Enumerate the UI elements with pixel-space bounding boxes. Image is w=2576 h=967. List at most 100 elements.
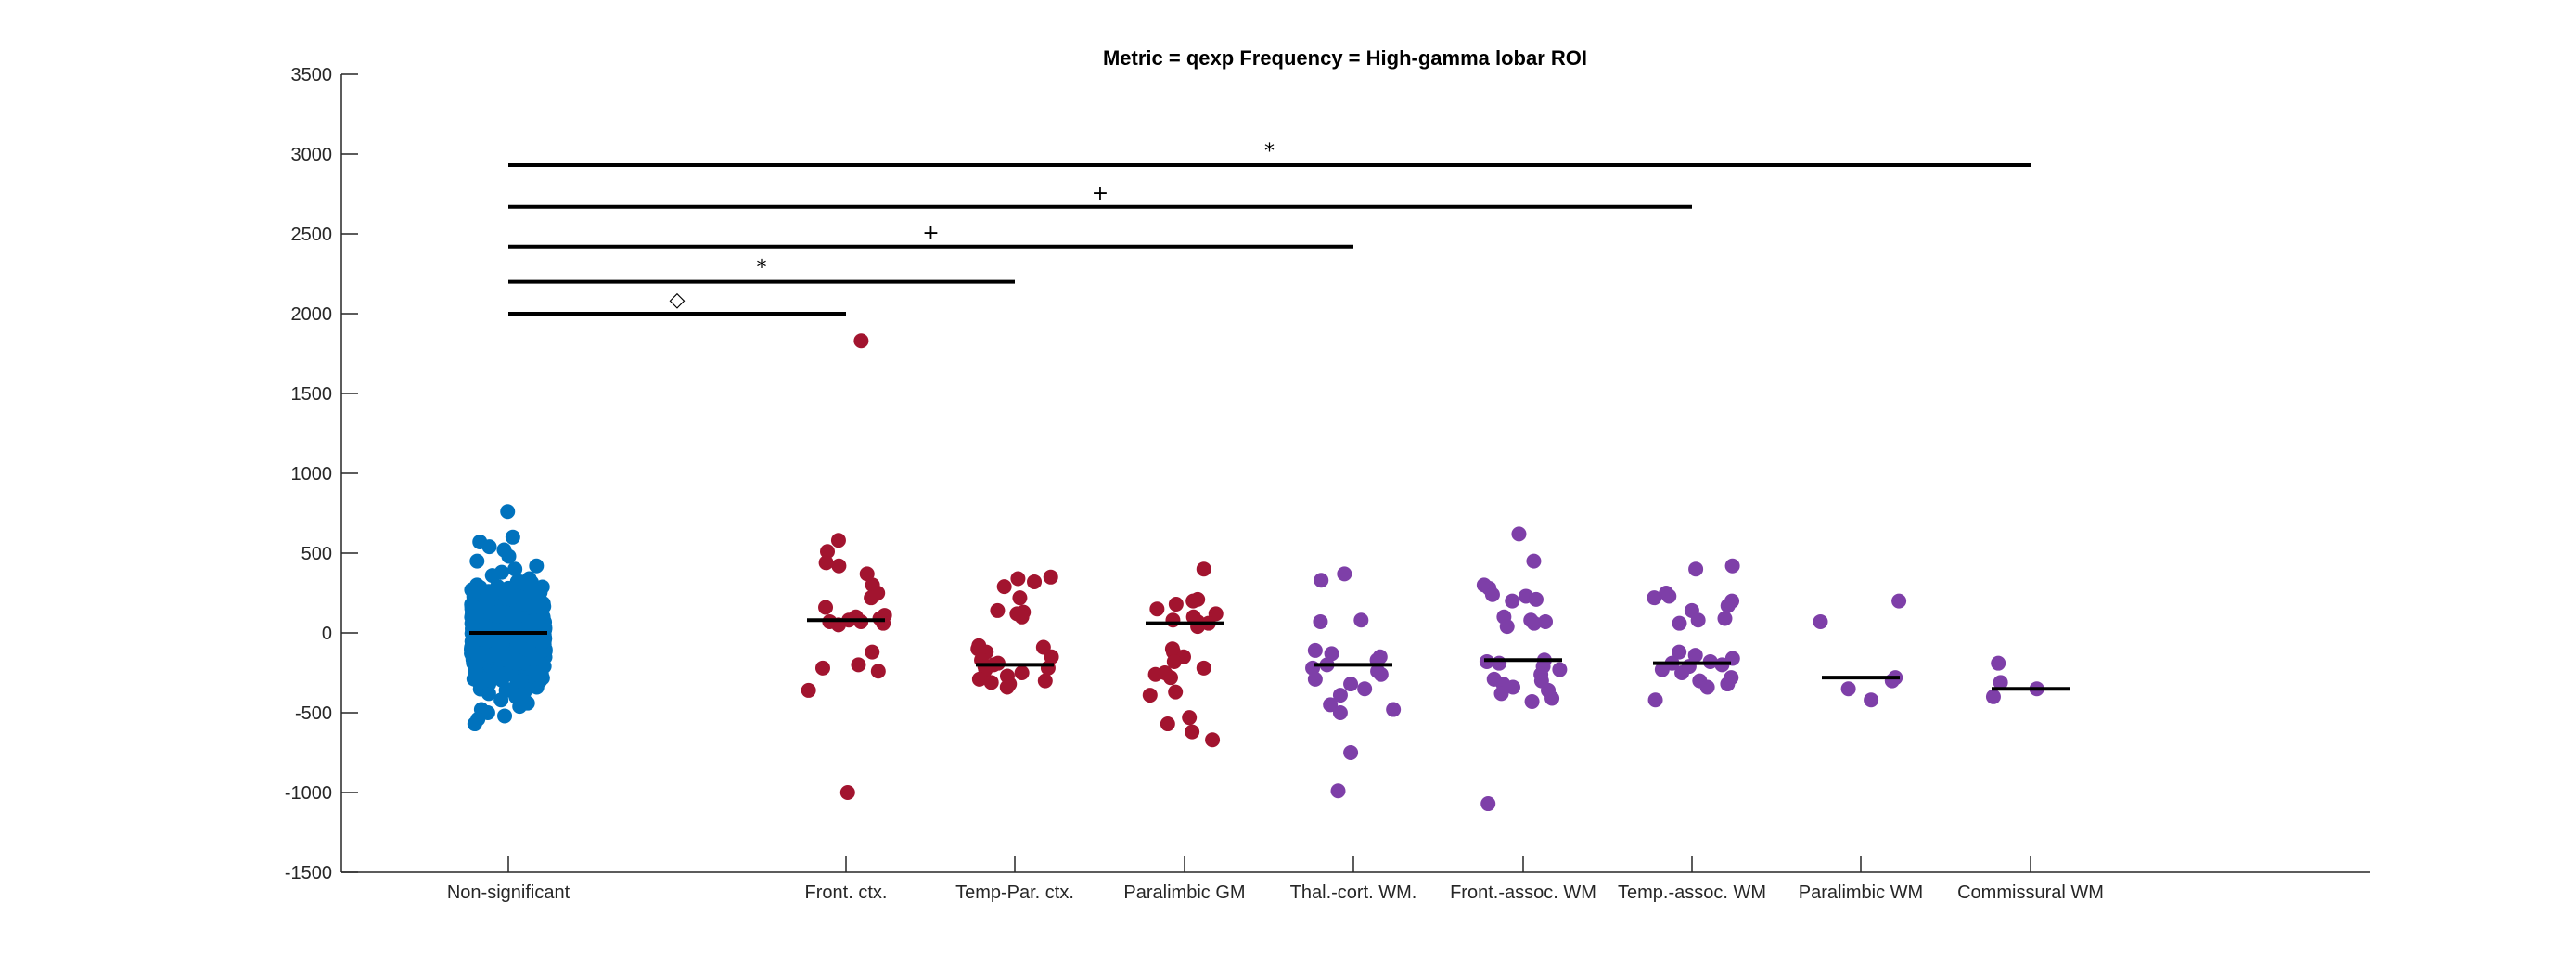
data-point bbox=[1314, 573, 1329, 588]
data-point bbox=[528, 651, 544, 666]
data-point bbox=[1043, 569, 1058, 585]
data-point bbox=[1010, 571, 1026, 587]
y-tick-label: 1500 bbox=[291, 384, 333, 405]
data-point bbox=[1337, 566, 1352, 582]
y-tick-label: 3500 bbox=[291, 65, 333, 85]
data-point bbox=[864, 590, 879, 606]
data-point bbox=[523, 584, 539, 600]
data-point bbox=[507, 561, 523, 577]
data-point bbox=[1528, 591, 1544, 607]
data-point bbox=[1037, 673, 1053, 689]
data-point bbox=[505, 529, 520, 545]
data-point bbox=[983, 675, 999, 690]
data-point bbox=[1147, 666, 1163, 682]
data-point bbox=[1386, 702, 1402, 717]
x-tick-label: Temp.-assoc. WM bbox=[1618, 883, 1766, 903]
data-point bbox=[1480, 796, 1496, 812]
data-point bbox=[489, 665, 505, 681]
y-tick-label: -1000 bbox=[285, 783, 332, 804]
data-point bbox=[1196, 561, 1211, 577]
data-point bbox=[1357, 681, 1373, 697]
data-point bbox=[1985, 689, 2001, 704]
data-point bbox=[1323, 697, 1339, 713]
x-tick-label: Front. ctx. bbox=[805, 883, 888, 903]
data-point bbox=[1142, 688, 1158, 703]
data-point bbox=[481, 539, 497, 555]
y-tick-label: -500 bbox=[295, 703, 332, 724]
x-tick-label: Non-significant bbox=[447, 883, 570, 903]
data-point bbox=[996, 579, 1012, 595]
data-point bbox=[479, 593, 494, 609]
data-point bbox=[1720, 598, 1736, 613]
data-point bbox=[1040, 660, 1056, 676]
data-point bbox=[1499, 619, 1515, 635]
data-point bbox=[521, 614, 537, 630]
data-point bbox=[1526, 553, 1542, 569]
data-point bbox=[1552, 662, 1568, 677]
data-point bbox=[1674, 665, 1690, 680]
median-lines bbox=[469, 618, 2070, 691]
data-point bbox=[1544, 690, 1560, 706]
data-point bbox=[1332, 688, 1348, 703]
data-point bbox=[467, 633, 482, 649]
data-point bbox=[1505, 679, 1520, 695]
data-point bbox=[1688, 561, 1704, 577]
data-point bbox=[1185, 724, 1200, 740]
data-point bbox=[801, 682, 816, 698]
data-point bbox=[468, 608, 484, 624]
data-point bbox=[1647, 692, 1663, 708]
data-point bbox=[1324, 646, 1339, 662]
data-point bbox=[819, 544, 835, 560]
data-point bbox=[853, 333, 869, 349]
data-point bbox=[1672, 615, 1687, 631]
data-point bbox=[1165, 612, 1181, 628]
data-point bbox=[876, 615, 891, 631]
data-point bbox=[1690, 612, 1706, 628]
data-point bbox=[818, 600, 834, 615]
data-point bbox=[489, 634, 505, 650]
axes: -1500 -1000 -500 0 500 1000 1500 2000 2500 3000 35… bbox=[285, 65, 2370, 903]
significance-brackets: ◇ * + + * bbox=[508, 140, 2031, 316]
significance-symbol: + bbox=[922, 222, 939, 245]
data-point bbox=[1014, 665, 1030, 680]
data-point bbox=[814, 660, 830, 676]
data-point bbox=[1699, 679, 1715, 695]
data-point bbox=[1511, 526, 1527, 542]
data-point bbox=[818, 555, 834, 571]
data-point bbox=[536, 633, 552, 649]
data-point bbox=[1864, 692, 1879, 708]
data-point bbox=[1717, 611, 1733, 626]
y-tick-label: 0 bbox=[322, 624, 332, 644]
data-point bbox=[1313, 613, 1328, 629]
data-point bbox=[1182, 710, 1198, 726]
data-point bbox=[859, 566, 875, 582]
data-point bbox=[1884, 673, 1900, 689]
data-point bbox=[485, 647, 501, 663]
data-point bbox=[516, 685, 532, 701]
data-point bbox=[1526, 615, 1542, 631]
data-point bbox=[1687, 648, 1703, 664]
data-point bbox=[870, 664, 886, 679]
y-tick-label: -1500 bbox=[285, 863, 332, 883]
data-point bbox=[469, 553, 485, 569]
data-point bbox=[1654, 662, 1670, 677]
significance-symbol: ◇ bbox=[670, 289, 686, 312]
data-point bbox=[1166, 653, 1182, 669]
data-point bbox=[1307, 671, 1323, 687]
y-tick-label: 2000 bbox=[291, 304, 333, 325]
data-point bbox=[1343, 745, 1359, 760]
y-tick-label: 500 bbox=[301, 544, 332, 564]
data-point bbox=[1196, 660, 1211, 676]
data-point bbox=[1307, 642, 1323, 658]
data-point bbox=[1044, 649, 1059, 664]
data-point bbox=[1538, 613, 1554, 629]
data-point bbox=[865, 644, 880, 660]
data-point bbox=[1492, 655, 1507, 671]
data-point bbox=[1162, 670, 1178, 686]
data-point bbox=[497, 708, 513, 724]
data-point bbox=[830, 533, 846, 548]
data-point bbox=[529, 558, 545, 574]
data-point bbox=[1343, 677, 1359, 692]
data-point bbox=[1330, 783, 1346, 799]
data-point bbox=[990, 602, 1006, 618]
